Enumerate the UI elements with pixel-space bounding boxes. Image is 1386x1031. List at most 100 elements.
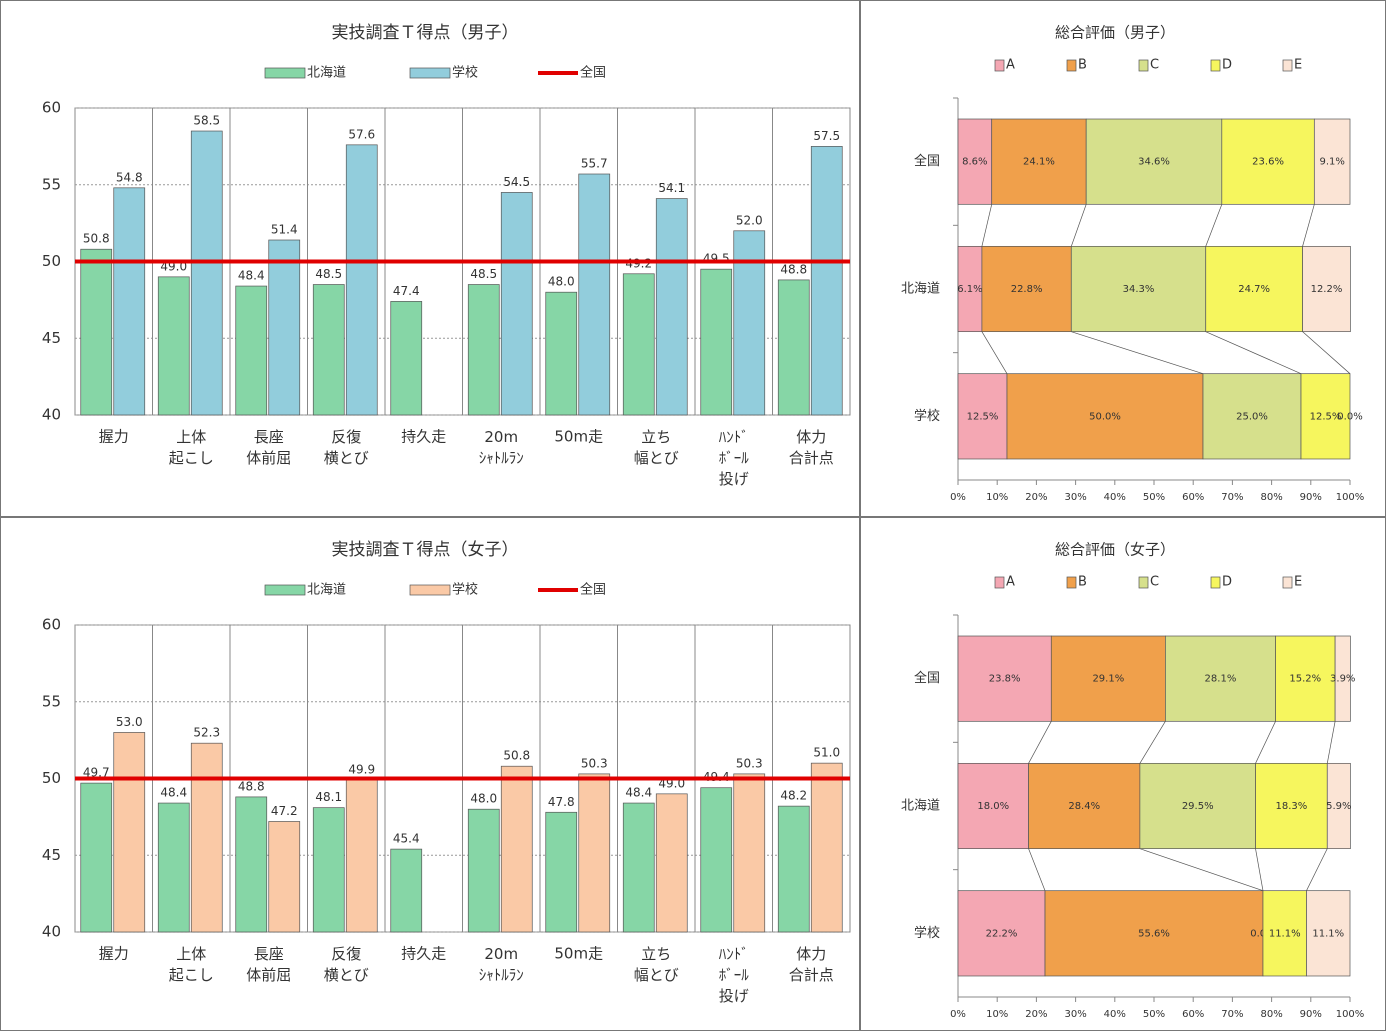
- legend-label: D: [1222, 575, 1232, 590]
- bar-segment: [1028, 762, 1141, 850]
- value-label: 49.9: [348, 763, 375, 777]
- bar-segment: [1221, 118, 1315, 205]
- value-label: 3.9%: [1330, 674, 1355, 685]
- chart-panel: 総合評価（女子） A B C D E 0% 10% 20% 30% 40% 50% 60% 70% 80% 9…: [860, 517, 1386, 1031]
- legend-label: E: [1294, 58, 1302, 73]
- legend-swatch: [264, 67, 306, 79]
- legend-label: B: [1078, 575, 1087, 590]
- y-tick-label: 60: [42, 99, 61, 117]
- x-tick-label: 30%: [1064, 1009, 1086, 1020]
- value-label: 48.4: [160, 786, 187, 800]
- value-label: 48.8: [780, 262, 807, 276]
- bar: [578, 773, 611, 933]
- bar-segment: [1334, 635, 1351, 722]
- value-label: 48.1: [315, 790, 342, 804]
- series-line: [1139, 848, 1264, 892]
- value-label: 48.5: [470, 267, 497, 281]
- bar-segment: [1006, 373, 1204, 460]
- value-label: 18.3%: [1276, 801, 1308, 812]
- y-tick-label: 全国: [914, 153, 940, 169]
- bar: [700, 268, 733, 416]
- value-label: 25.0%: [1236, 411, 1268, 422]
- x-tick-label: 20m ｼｬﾄﾙﾗﾝ: [479, 945, 524, 984]
- bar: [157, 802, 190, 933]
- value-label: 12.2%: [1311, 284, 1343, 295]
- legend-label: C: [1150, 575, 1159, 590]
- value-label: 18.0%: [977, 801, 1009, 812]
- bar: [390, 301, 423, 416]
- value-label: 50.3: [581, 756, 608, 770]
- series-line: [1306, 848, 1328, 891]
- x-tick-label: 反復横とび: [324, 945, 369, 984]
- legend-swatch: [409, 67, 451, 79]
- bar-segment: [957, 890, 1046, 977]
- value-label: 22.8%: [1011, 284, 1043, 295]
- value-label: 34.3%: [1123, 284, 1155, 295]
- x-tick-label: 60%: [1182, 1009, 1204, 1020]
- bar-segment: [1070, 245, 1207, 333]
- series-line: [1255, 721, 1276, 764]
- value-label: 55.7: [581, 157, 608, 171]
- value-label: 5.9%: [1326, 801, 1351, 812]
- y-tick-label: 50: [42, 252, 61, 270]
- value-label: 28.4%: [1068, 801, 1100, 812]
- value-label: 50.0%: [1089, 411, 1121, 422]
- bar-segment: [981, 245, 1072, 333]
- series-line: [1028, 721, 1052, 764]
- x-tick-label: 70%: [1221, 492, 1243, 503]
- series-line: [1070, 204, 1087, 247]
- x-tick-label: 50m走: [554, 945, 603, 963]
- value-label: 47.2: [271, 804, 298, 818]
- bar-segment: [1275, 635, 1336, 722]
- x-tick-label: 20m ｼｬﾄﾙﾗﾝ: [479, 428, 524, 467]
- value-label: 24.1%: [1023, 157, 1055, 168]
- legend-swatch: [409, 584, 451, 596]
- x-tick-label: 持久走: [401, 428, 446, 446]
- bar: [733, 230, 766, 416]
- chart-panel: 総合評価（男子） A B C D E 0% 10% 20% 30% 40% 50% 60% 70% 80% 9…: [860, 0, 1386, 517]
- x-tick-label: 上体起こし: [169, 428, 214, 467]
- value-label: 48.4: [625, 786, 652, 800]
- legend-label: 学校: [452, 65, 478, 81]
- legend-label: D: [1222, 58, 1232, 73]
- y-tick-label: 学校: [914, 408, 940, 424]
- series-line: [1139, 721, 1166, 764]
- legend-label: E: [1294, 575, 1302, 590]
- legend-label: 北海道: [307, 583, 346, 598]
- panel-border: [0, 0, 860, 517]
- bar-segment: [1302, 245, 1351, 333]
- chart-title: 総合評価（女子）: [1055, 541, 1175, 559]
- value-label: 57.6: [348, 127, 375, 141]
- series-line: [1326, 721, 1336, 764]
- x-tick-label: 10%: [986, 1009, 1008, 1020]
- x-tick-label: 60%: [1182, 492, 1204, 503]
- legend-swatch: [1210, 59, 1221, 72]
- bar: [113, 187, 146, 416]
- x-tick-label: 80%: [1260, 492, 1282, 503]
- legend-swatch: [264, 584, 306, 596]
- value-label: 29.5%: [1182, 801, 1214, 812]
- x-tick-label: 0%: [950, 492, 966, 503]
- x-tick-label: 立ち幅とび: [634, 428, 679, 467]
- bar-segment: [1326, 762, 1351, 850]
- value-label: 50.8: [83, 232, 110, 246]
- value-label: 49.7: [83, 766, 110, 780]
- legend-label: B: [1078, 58, 1087, 73]
- value-label: 48.0: [470, 792, 497, 806]
- value-label: 22.2%: [986, 928, 1018, 939]
- bar: [655, 198, 688, 416]
- legend-swatch: [1066, 576, 1077, 589]
- value-label: 47.4: [393, 284, 420, 298]
- x-tick-label: 長座体前屈: [246, 945, 291, 984]
- legend-label: A: [1006, 575, 1015, 590]
- bar: [500, 765, 533, 933]
- bar: [157, 276, 190, 416]
- bar: [312, 284, 345, 416]
- bar-segment: [1044, 890, 1264, 977]
- bar-segment: [1300, 373, 1351, 460]
- series-line: [1255, 848, 1264, 891]
- x-tick-label: 50%: [1143, 1009, 1165, 1020]
- x-tick-label: 40%: [1104, 1009, 1126, 1020]
- bar-segment: [957, 635, 1052, 722]
- legend-label: C: [1150, 58, 1159, 73]
